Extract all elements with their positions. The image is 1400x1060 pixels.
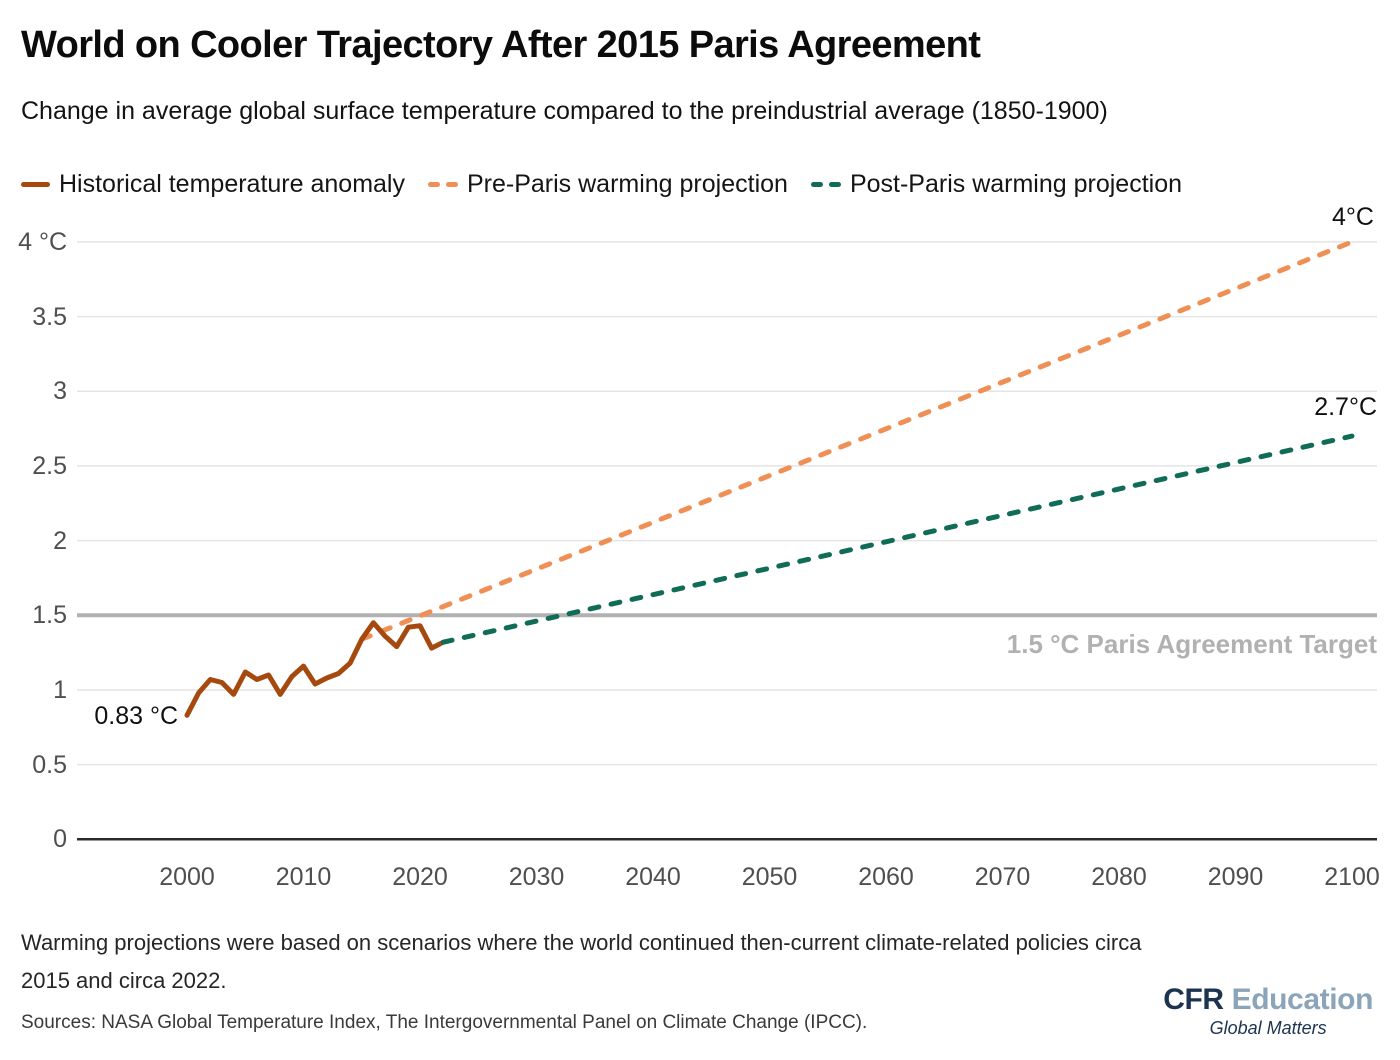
post-paris-dashed-line-swatch <box>810 182 841 187</box>
legend-item-pre-paris: Pre-Paris warming projection <box>427 170 788 199</box>
x-axis-tick-label: 2070 <box>974 863 1031 891</box>
series-pre-paris <box>359 239 1355 642</box>
x-axis-tick-label: 2030 <box>508 863 565 891</box>
x-axis-tick-label: 2100 <box>1324 863 1380 891</box>
cfr-education-logo: CFR Education Global Matters <box>1163 984 1373 1039</box>
logo-wordmark: CFR Education <box>1163 984 1373 1016</box>
x-axis-tick-label: 2000 <box>159 863 215 891</box>
y-axis-tick-label: 4 °C <box>18 227 67 256</box>
x-axis-tick-label: 2090 <box>1207 863 1264 891</box>
y-axis-tick-label: 3.5 <box>32 302 67 331</box>
series-historical <box>184 620 446 718</box>
historical-solid-line-swatch <box>21 182 50 187</box>
annotation-pre-paris-endpoint: 4°C <box>1332 203 1374 231</box>
pre-paris-dashed-line-swatch <box>427 182 458 187</box>
dash-icon <box>828 182 841 187</box>
solid-line-icon <box>21 182 50 187</box>
x-axis-tick-label: 2080 <box>1091 863 1147 891</box>
x-axis-tick-label: 2020 <box>392 863 448 891</box>
dash-icon <box>445 182 458 187</box>
x-axis-tick-label: 2040 <box>625 863 681 891</box>
legend-label-pre-paris: Pre-Paris warming projection <box>466 170 788 198</box>
dash-icon <box>810 182 823 187</box>
x-axis-tick-label: 2010 <box>275 863 332 891</box>
legend-item-post-paris: Post-Paris warming projection <box>810 170 1183 199</box>
chart-subtitle: Change in average global surface tempera… <box>21 97 1108 125</box>
chart-footnote: Warming projections were based on scenar… <box>21 930 1142 993</box>
annotation-historical-start-value: 0.83 °C <box>94 702 178 730</box>
y-axis-tick-label: 2.5 <box>32 451 67 480</box>
chart-title: World on Cooler Trajectory After 2015 Pa… <box>21 24 981 66</box>
dash-icon <box>427 182 440 187</box>
logo-education-text: Education <box>1231 983 1374 1016</box>
annotation-post-paris-endpoint: 2.7°C <box>1314 393 1377 421</box>
y-axis-tick-label: 3 <box>53 377 67 406</box>
legend-item-historical: Historical temperature anomaly <box>21 170 405 199</box>
series-post-paris <box>440 433 1355 645</box>
chart-sources: Sources: NASA Global Temperature Index, … <box>21 1012 868 1033</box>
x-axis-tick-label: 2050 <box>741 863 798 891</box>
logo-cfr-text: CFR <box>1163 983 1224 1016</box>
legend: Historical temperature anomaly Pre-Paris… <box>21 170 1182 199</box>
legend-label-historical: Historical temperature anomaly <box>59 170 405 198</box>
x-axis-tick-label: 2060 <box>858 863 914 891</box>
paris-target-line-label: 1.5 °C Paris Agreement Target <box>1006 629 1377 659</box>
y-axis-tick-label: 0 <box>53 825 67 854</box>
y-axis-tick-label: 1.5 <box>32 601 67 630</box>
y-axis-tick-label: 2 <box>53 526 67 555</box>
legend-label-post-paris: Post-Paris warming projection <box>849 170 1183 198</box>
y-axis-tick-label: 1 <box>53 675 67 704</box>
logo-tagline: Global Matters <box>1209 1018 1327 1038</box>
y-axis-tick-label: 0.5 <box>32 750 67 779</box>
